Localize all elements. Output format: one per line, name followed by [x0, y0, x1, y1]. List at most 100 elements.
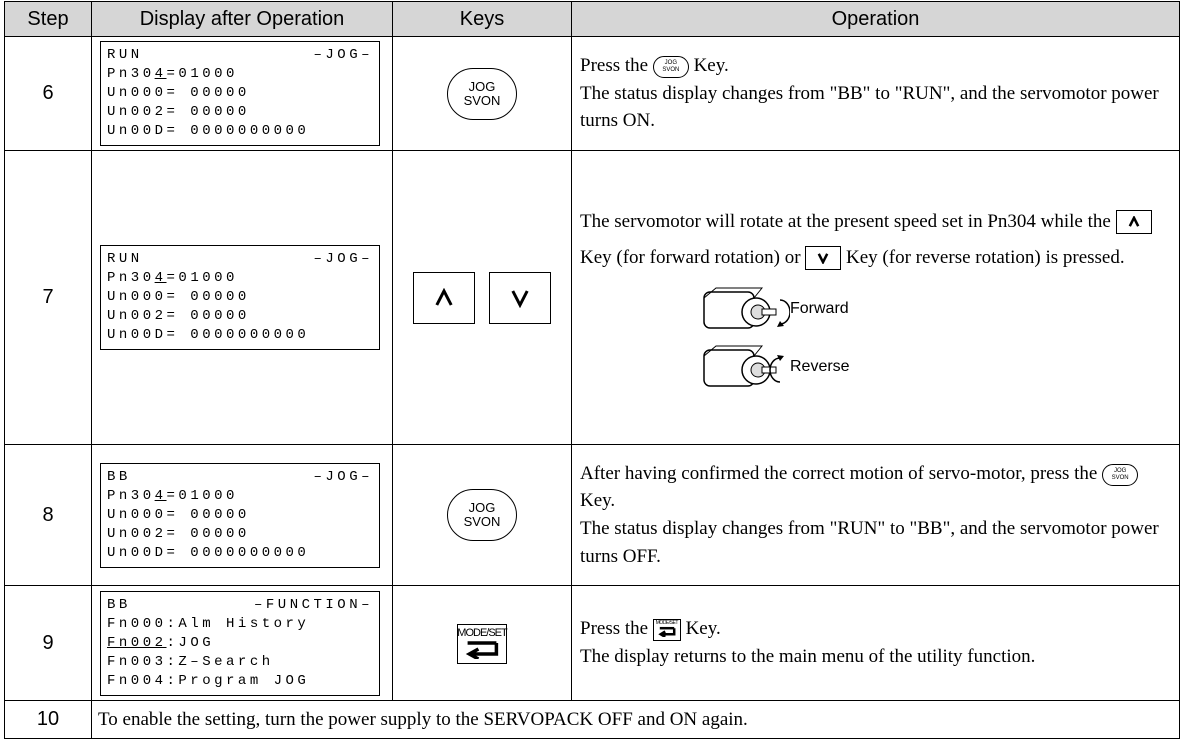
lcd-line: BB –JOG– — [107, 468, 373, 487]
jog-svon-key: JOG SVON — [447, 67, 517, 120]
lcd-line: Un000= 00000 — [107, 84, 373, 103]
keys-cell — [392, 150, 572, 445]
lcd-line: Un002= 00000 — [107, 307, 373, 326]
text: The status display changes from "BB" to … — [580, 82, 1159, 132]
text: Key (for forward rotation) or — [580, 246, 806, 268]
lcd-text: Pn30 — [107, 66, 155, 82]
lcd-text: Un000= 00000 — [107, 506, 250, 523]
lcd-text: Un000= 00000 — [107, 289, 250, 305]
text: Press the — [580, 618, 653, 640]
step: 6 — [4, 36, 92, 151]
lcd-text: Fn000:Alm History — [107, 615, 310, 632]
lcd-display: RUN –JOG– Pn304=01000 Un000= 00000 Un002= 00… — [100, 41, 380, 146]
header-cell: Step — [4, 1, 92, 37]
row: 10 To enable the setting, turn the power … — [4, 700, 1180, 739]
header-cell: Operation — [571, 1, 1180, 37]
inline-jog-key: JOG SVON — [1102, 463, 1139, 486]
lcd-line: Un002= 00000 — [107, 103, 373, 122]
lcd-mode: –JOG– — [313, 47, 373, 63]
inline-arrow-key — [805, 246, 842, 271]
step: 7 — [4, 150, 92, 445]
lcd-line: Un002= 00000 — [107, 525, 373, 544]
icon — [703, 345, 784, 387]
key-label: JOG — [468, 78, 496, 94]
key-label: MODE/SET — [457, 626, 507, 639]
paragraph: Press the JOG SVON Key. — [580, 52, 1171, 80]
lcd-line: Pn304=01000 — [107, 65, 373, 84]
lcd-display: BB –FUNCTION– Fn000:Alm History Fn002:JOG Fn… — [100, 590, 380, 696]
lcd-text: Un00D= 0000000000 — [107, 327, 310, 343]
keys-cell: JOG SVON — [392, 444, 572, 586]
inline-jog-key: JOG SVON — [652, 55, 689, 78]
text: Key. — [688, 55, 729, 77]
lcd-display: RUN –JOG– Pn304=01000 Un000= 00000 Un002= 00… — [100, 245, 380, 350]
key-label: SVON — [463, 92, 501, 108]
display-cell: RUN –JOG– Pn304=01000 Un000= 00000 Un002= 00… — [91, 150, 393, 445]
figure-label: Forward — [790, 299, 849, 317]
paragraph: After having confirmed the correct motio… — [580, 460, 1171, 515]
lcd-line: Un000= 00000 — [107, 506, 373, 525]
lcd-text: Pn30 — [107, 270, 155, 286]
paragraph: The servomotor will rotate at the presen… — [580, 204, 1171, 276]
lcd-line: Fn002:JOG — [107, 634, 373, 653]
mode-set-key: MODE/SET — [457, 623, 508, 664]
lcd-text: Un002= 00000 — [107, 308, 250, 324]
display-cell: BB –FUNCTION– Fn000:Alm History Fn002:JOG Fn… — [91, 585, 393, 701]
lcd-line: Fn003:Z–Search — [107, 653, 373, 672]
text: The servomotor will rotate at the presen… — [580, 210, 1116, 232]
paragraph: The status display changes from "RUN" to… — [580, 515, 1171, 570]
key-label: JOG — [664, 59, 677, 66]
lcd-text: Fn004:Program JOG — [107, 672, 310, 689]
display-cell: BB –JOG– Pn304=01000 Un000= 00000 Un002= 000… — [91, 444, 393, 586]
header-cell: Display after Operation — [91, 1, 393, 37]
lcd-line: Un00D= 0000000000 — [107, 122, 373, 141]
operation-cell: After having confirmed the correct motio… — [571, 444, 1180, 586]
paragraph: The display returns to the main menu of … — [580, 643, 1171, 671]
lcd-text: =01000 — [166, 270, 238, 286]
row: 8 BB –JOG– Pn304=01000 Un000= 00000 Un002= 00… — [4, 444, 1180, 586]
inline-mode-key: MODE/SET — [652, 619, 681, 642]
icon — [658, 627, 676, 638]
lcd-text: Fn003:Z–Search — [107, 653, 274, 670]
operation-cell: The servomotor will rotate at the presen… — [571, 150, 1180, 445]
lcd-text: =01000 — [166, 487, 238, 504]
lcd-cursor: 4 — [154, 487, 167, 504]
lcd-text: Un002= 00000 — [107, 104, 250, 120]
key-label: JOG — [1113, 467, 1127, 474]
lcd-text: Un002= 00000 — [107, 525, 250, 542]
lcd-line: Pn304=01000 — [107, 269, 373, 288]
arrow-key — [489, 271, 551, 324]
row: 6 RUN –JOG– Pn304=01000 Un000= 00000 Un002= 0… — [4, 36, 1180, 151]
key-label: JOG — [468, 500, 496, 515]
text: Key. — [580, 490, 616, 512]
lcd-line: RUN –JOG– — [107, 250, 373, 269]
figure-label: Reverse — [790, 357, 850, 375]
lcd-text: Un00D= 0000000000 — [107, 123, 310, 139]
paragraph: The status display changes from "BB" to … — [580, 80, 1171, 135]
lcd-line: Pn304=01000 — [107, 487, 373, 506]
inline-arrow-key — [1115, 210, 1152, 235]
icon — [435, 287, 453, 306]
lcd-status: RUN — [107, 251, 143, 267]
step: 9 — [4, 585, 92, 701]
keys-cell: JOG SVON — [392, 36, 572, 151]
lcd-text: Un000= 00000 — [107, 85, 250, 101]
lcd-status: BB — [107, 596, 131, 613]
text: The status display changes from "RUN" to… — [580, 518, 1159, 567]
display-cell: RUN –JOG– Pn304=01000 Un000= 00000 Un002= 00… — [91, 36, 393, 151]
lcd-mode: –JOG– — [313, 468, 373, 485]
lcd-text: :JOG — [166, 634, 215, 651]
lcd-display: BB –JOG– Pn304=01000 Un000= 00000 Un002= 000… — [100, 462, 380, 568]
lcd-text: Pn30 — [107, 487, 155, 504]
header-cell: Keys — [392, 1, 572, 37]
operation-cell: Press the MODE/SET Key. The display retur… — [571, 585, 1180, 701]
lcd-line: BB –FUNCTION– — [107, 596, 373, 615]
icon — [703, 287, 790, 329]
keys-cell: MODE/SET — [392, 585, 572, 701]
lcd-mode: –JOG– — [313, 251, 373, 267]
lcd-line: Un00D= 0000000000 — [107, 326, 373, 345]
motor-figure: Reverse — [700, 342, 1171, 392]
key-label: SVON — [662, 66, 680, 73]
paragraph: Press the MODE/SET Key. — [580, 615, 1171, 643]
